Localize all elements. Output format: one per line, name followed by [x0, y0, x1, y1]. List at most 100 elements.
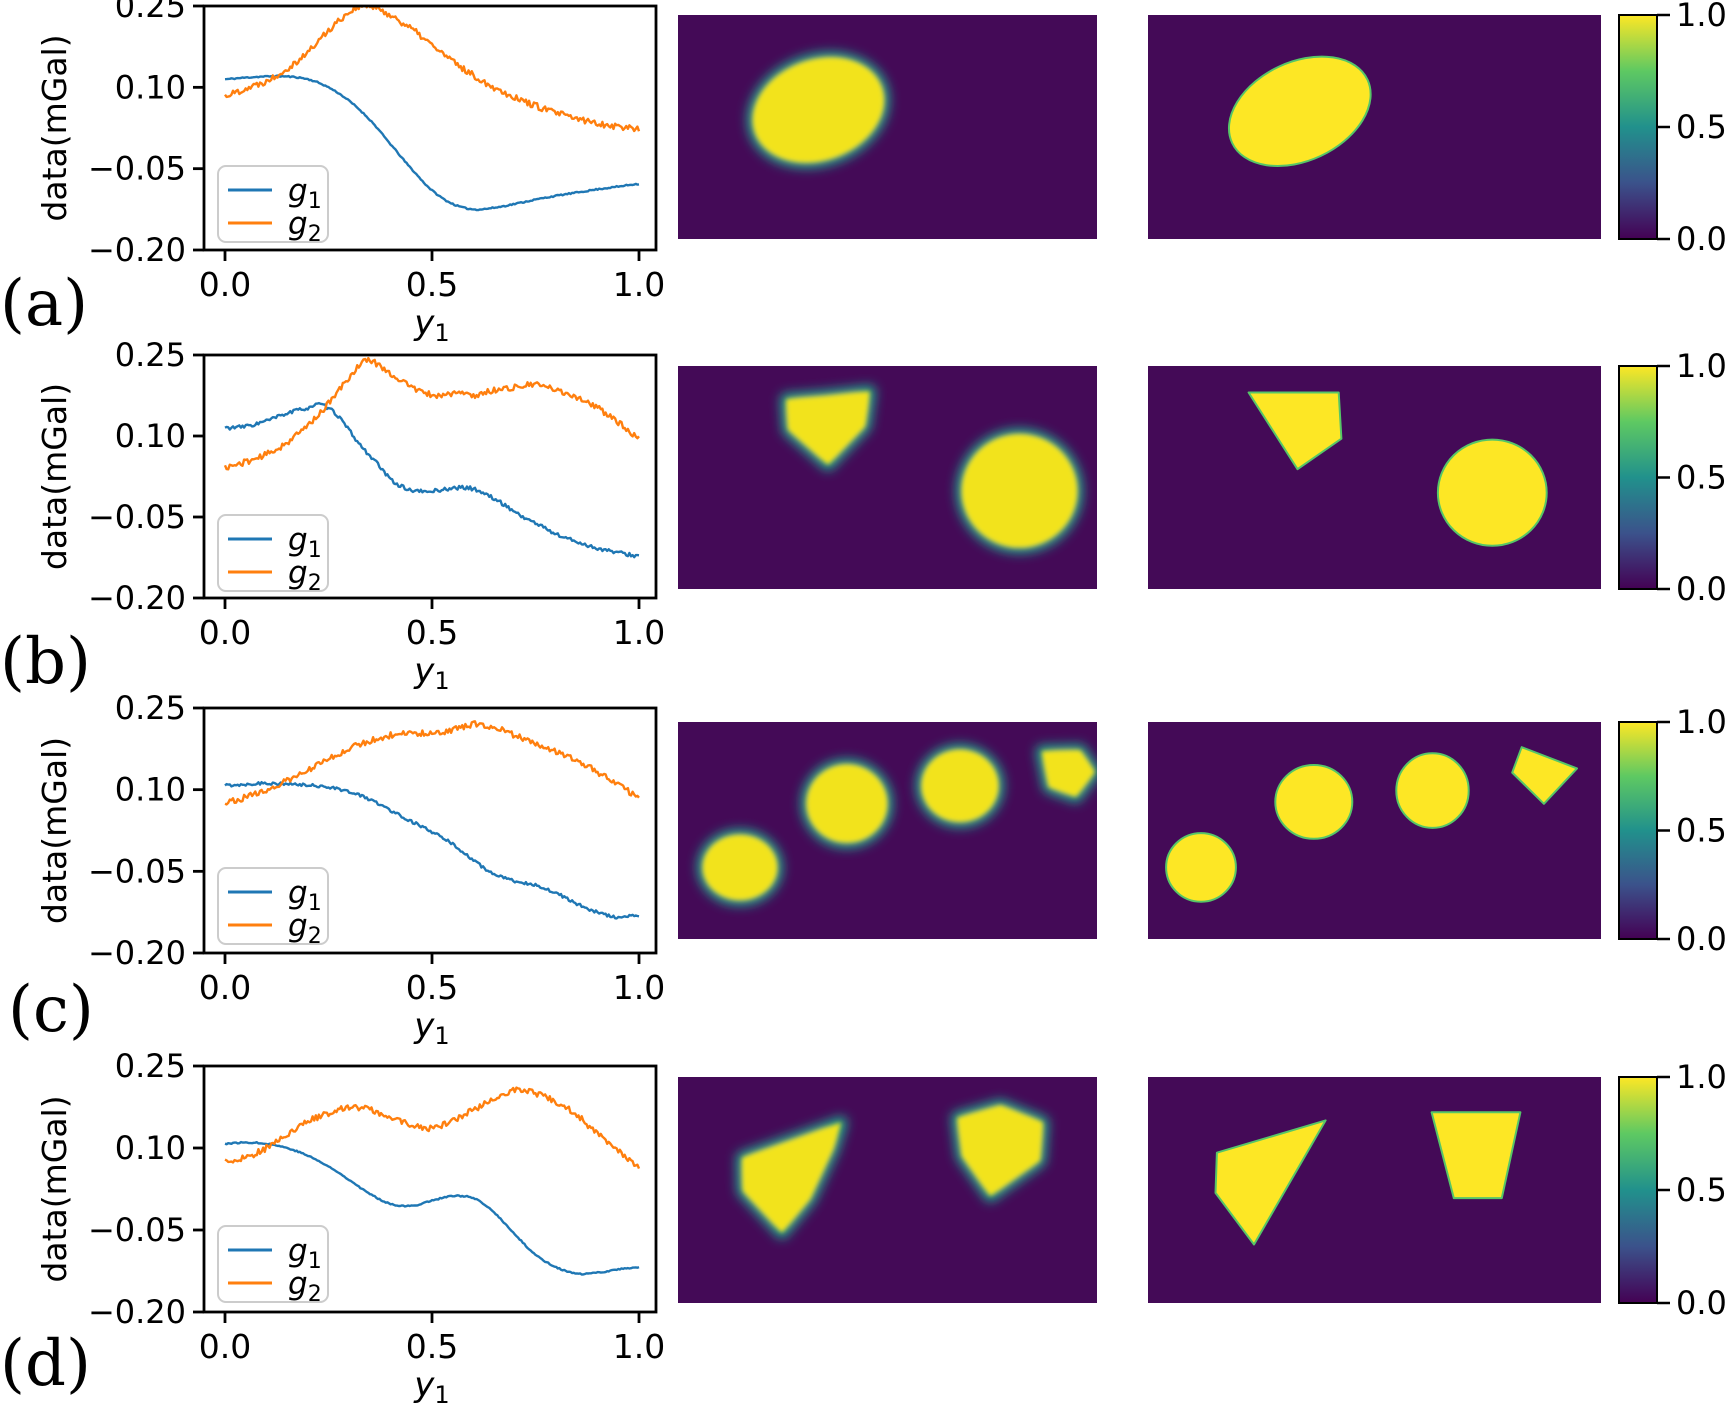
x-axis-label: y1 — [413, 303, 449, 347]
row-b-true-map — [1148, 366, 1601, 589]
row-label-c: (c) — [8, 973, 94, 1047]
anomaly-shape — [742, 1122, 842, 1233]
g2-curve — [224, 720, 640, 806]
y-tick-label: −0.20 — [88, 1293, 186, 1331]
colorbar-tick-label: 0.5 — [1676, 459, 1725, 497]
colorbar-tick-label: 0.5 — [1676, 1171, 1725, 1209]
row-a-colorbar: 1.0 0.5 0.0 — [1618, 0, 1725, 258]
g1-curve — [224, 74, 640, 212]
g2-curve — [224, 1086, 641, 1170]
g1-curve — [224, 781, 640, 920]
anomaly-shape — [806, 764, 887, 843]
row-b-predicted-map — [678, 366, 1097, 589]
legend-label-g1: g1 — [288, 522, 322, 563]
legend-label-g2: g2 — [288, 908, 322, 949]
row-label-b: (b) — [0, 625, 91, 699]
x-axis-label: y1 — [413, 651, 449, 695]
y-tick-label: 0.10 — [115, 417, 186, 455]
anomaly-shape — [1395, 752, 1470, 829]
anomaly-shape — [1165, 832, 1237, 903]
predicted-map-background — [678, 15, 1097, 239]
anomaly-shape — [921, 750, 999, 822]
y-tick-label: 0.10 — [115, 1129, 186, 1167]
anomaly-shape — [1247, 391, 1343, 471]
legend-label-g2: g2 — [288, 555, 322, 596]
axes-box — [202, 706, 658, 955]
colorbar-tick-label: 1.0 — [1676, 1058, 1725, 1096]
colorbar — [1618, 14, 1658, 240]
y-axis-label: data(mGal) — [35, 737, 74, 924]
anomaly-shape — [1041, 750, 1095, 797]
row-d-colorbar: 1.0 0.5 0.0 — [1618, 1058, 1725, 1322]
y-tick-label: −0.05 — [88, 498, 186, 536]
y-tick-label: 0.25 — [115, 1047, 186, 1085]
y-axis-label: data(mGal) — [35, 383, 74, 570]
colorbar-tick-label: 0.5 — [1676, 108, 1725, 146]
legend-label-g1: g1 — [288, 173, 322, 214]
g2-curve — [223, 356, 640, 471]
x-tick-label: 1.0 — [613, 265, 665, 304]
x-tick-label: 0.0 — [199, 613, 251, 652]
true-map-background — [1148, 15, 1601, 239]
y-tick-label: 0.25 — [115, 336, 186, 374]
row-b-colorbar: 1.0 0.5 0.0 — [1618, 347, 1725, 608]
y-tick-label: 0.25 — [115, 0, 186, 25]
y-tick-label: −0.05 — [88, 852, 186, 890]
colorbar-tick-label: 0.0 — [1676, 920, 1725, 958]
axes-box — [202, 353, 658, 600]
x-axis-label: y1 — [413, 1006, 449, 1050]
g2-curve — [224, 6, 641, 133]
legend-label-g2: g2 — [288, 1266, 322, 1307]
y-tick-label: −0.05 — [88, 150, 186, 188]
anomaly-shape — [703, 835, 777, 900]
y-axis-label: data(mGal) — [35, 1095, 74, 1282]
colorbar-tick-label: 0.0 — [1676, 220, 1725, 258]
row-d-true-map — [1148, 1077, 1601, 1303]
y-axis-label: data(mGal) — [35, 34, 74, 221]
axes-box — [202, 1064, 658, 1314]
row-c-colorbar: 1.0 0.5 0.0 — [1618, 703, 1725, 958]
anomaly-shape — [753, 57, 884, 163]
anomaly-shape — [1436, 438, 1548, 547]
anomaly-shape — [1214, 1119, 1327, 1246]
colorbar — [1618, 721, 1658, 940]
x-axis-label: y1 — [413, 1365, 449, 1403]
anomaly-shape — [1511, 746, 1578, 805]
row-a-predicted-map — [678, 15, 1097, 239]
colorbar-tick-label: 1.0 — [1676, 703, 1725, 741]
legend-label-g2: g2 — [288, 206, 322, 247]
x-tick-label: 1.0 — [613, 1327, 665, 1366]
y-tick-label: −0.20 — [88, 231, 186, 269]
y-tick-label: −0.20 — [88, 579, 186, 617]
legend-label-g1: g1 — [288, 875, 322, 916]
colorbar-tick-label: 0.5 — [1676, 812, 1725, 850]
anomaly-shape — [957, 1105, 1043, 1197]
y-tick-label: 0.25 — [115, 689, 186, 727]
y-tick-label: 0.10 — [115, 771, 186, 809]
x-tick-label: 0.0 — [199, 1327, 251, 1366]
anomaly-shape — [1227, 55, 1372, 168]
colorbar — [1618, 1076, 1658, 1304]
y-tick-label: −0.05 — [88, 1211, 186, 1249]
x-tick-label: 1.0 — [613, 613, 665, 652]
x-tick-label: 1.0 — [613, 968, 665, 1007]
row-label-a: (a) — [0, 267, 89, 341]
anomaly-shape — [962, 434, 1077, 548]
colorbar-tick-label: 1.0 — [1676, 0, 1725, 34]
row-c-line-plot: 0.25 0.10 −0.05 −0.20 0.0 0.5 1.0 data(mGal) y1 g… — [35, 689, 665, 1050]
row-a-true-map — [1148, 15, 1601, 239]
row-c-true-map — [1148, 722, 1601, 939]
axes-box — [202, 4, 658, 252]
x-tick-label: 0.5 — [406, 613, 458, 652]
row-b-line-plot: 0.25 0.10 −0.05 −0.20 0.0 0.5 1.0 data(mGal) y1 g… — [35, 336, 665, 695]
g1-curve — [224, 401, 640, 559]
colorbar-tick-label: 1.0 — [1676, 347, 1725, 385]
row-d-predicted-map — [678, 1077, 1097, 1303]
x-tick-label: 0.0 — [199, 265, 251, 304]
